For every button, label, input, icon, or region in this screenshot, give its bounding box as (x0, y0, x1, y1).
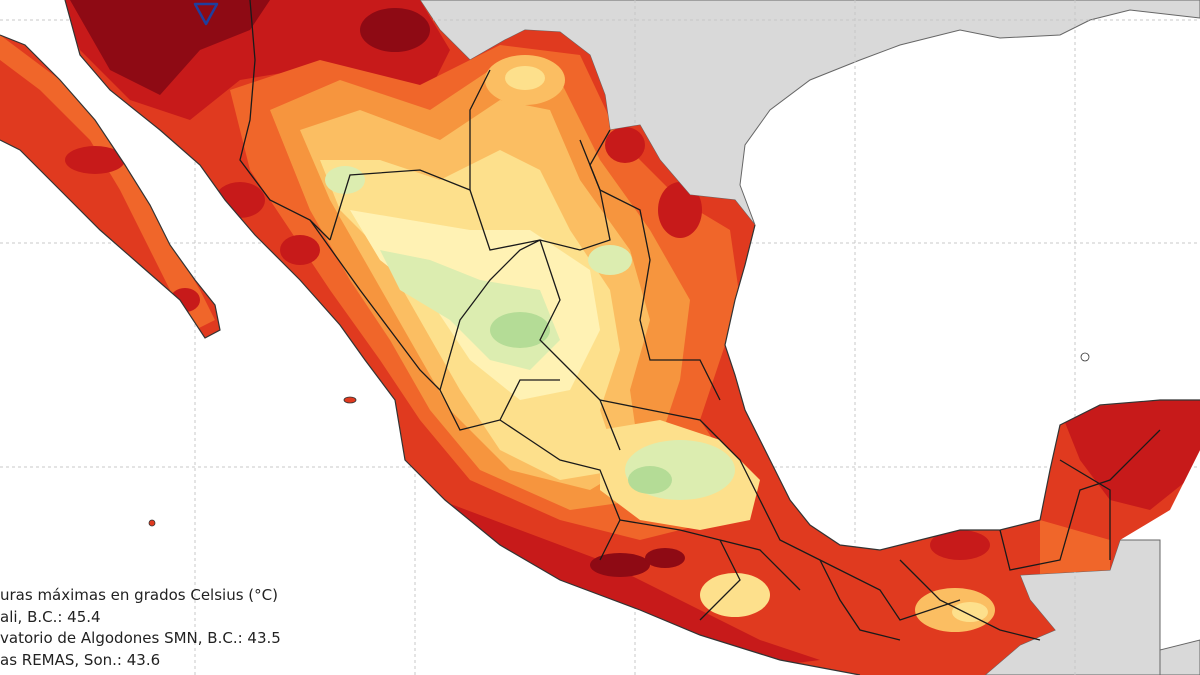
legend-title: uras máximas en grados Celsius (°C) (0, 586, 278, 604)
inverted-triangle-icon (193, 2, 219, 26)
islands (148, 352, 1090, 527)
legend-entry-algodones: vatorio de Algodones SMN, B.C.: 43.5 (0, 629, 281, 647)
legend-entry-remas: as REMAS, Son.: 43.6 (0, 650, 161, 669)
legend-entry-mexicali: ali, B.C.: 45.4 (0, 607, 101, 626)
state-borders (239, 0, 1161, 641)
map-legend: uras máximas en grados Celsius (°C) ali,… (0, 585, 420, 671)
